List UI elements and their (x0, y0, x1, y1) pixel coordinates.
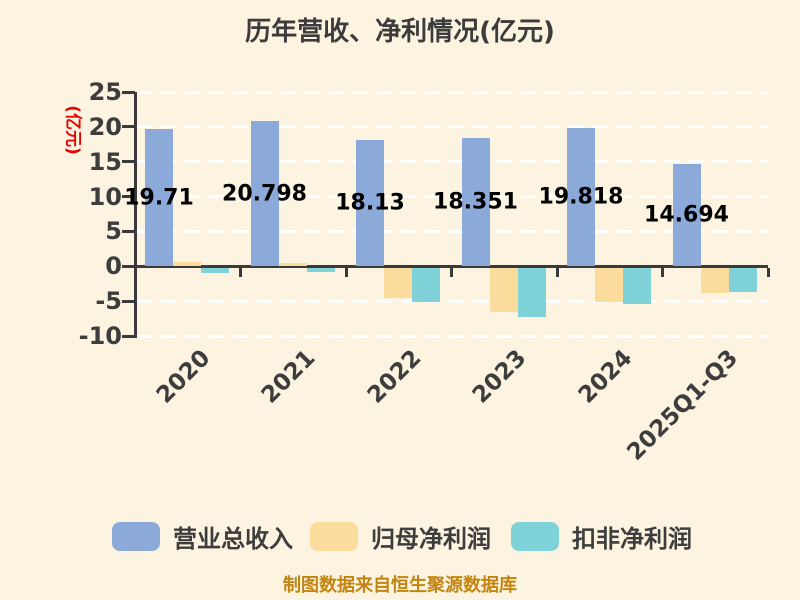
bar-value-label-2021: 20.798 (222, 181, 307, 207)
gridline-5 (137, 229, 768, 233)
x-tick-6 (766, 267, 770, 277)
plot-area: 19.71 20.798 18.13 18.351 19.818 14.694 (122, 90, 770, 338)
legend-swatch-non-gaap-net-profit (511, 522, 559, 551)
bar-non-gaap-net-profit-2022 (412, 267, 440, 302)
gridline--10 (137, 334, 768, 338)
y-tick-0 (122, 264, 135, 268)
bar-value-label-2020: 19.71 (124, 185, 194, 211)
x-tick-label-2023: 2023 (467, 345, 532, 409)
y-axis-spine (133, 92, 137, 338)
x-tick-1 (239, 267, 242, 277)
legend-label-net-profit: 归母净利润 (371, 525, 491, 553)
y-tick-label-25: 25 (88, 78, 122, 106)
y-tick-label-15: 15 (88, 147, 122, 176)
bar-net-profit-2021 (278, 262, 307, 267)
x-tick-2 (344, 267, 348, 277)
bar-total-revenue-2023 (461, 138, 490, 267)
x-tick-5 (661, 267, 664, 277)
x-tick-label-2024: 2024 (573, 345, 638, 409)
legend-label-non-gaap-net-profit: 扣非净利润 (572, 525, 692, 553)
gridline-25 (137, 90, 768, 94)
bar-value-label-2025Q1-Q3: 14.694 (644, 202, 729, 228)
y-tick-label-10: 10 (88, 182, 122, 211)
chart-title: 历年营收、净利情况(亿元) (245, 17, 555, 47)
gridline-10 (137, 195, 768, 199)
bar-total-revenue-2021 (250, 121, 279, 267)
bar-total-revenue-2025Q1-Q3 (672, 163, 701, 267)
bar-net-profit-2023 (489, 267, 518, 313)
legend-swatch-total-revenue (112, 522, 160, 551)
bar-non-gaap-net-profit-2020 (201, 267, 229, 273)
legend-item-net-profit: 归母净利润 (310, 519, 491, 554)
y-tick-20 (122, 125, 135, 129)
bar-non-gaap-net-profit-2024 (623, 267, 651, 305)
y-tick-15 (122, 160, 135, 164)
x-tick-3 (450, 267, 453, 277)
gridline--5 (137, 299, 768, 303)
x-axis-zero-line (135, 264, 768, 268)
x-tick-4 (555, 267, 559, 277)
y-tick--5 (122, 299, 135, 303)
bar-total-revenue-2024 (567, 128, 595, 267)
bar-net-profit-2025Q1-Q3 (700, 267, 729, 293)
bar-total-revenue-2020 (145, 128, 173, 267)
bar-net-profit-2024 (595, 267, 623, 302)
y-tick--10 (122, 334, 135, 338)
gridline-15 (137, 160, 768, 164)
bar-net-profit-2022 (384, 267, 412, 299)
y-tick-25 (122, 90, 135, 94)
bar-value-label-2023: 18.351 (433, 189, 518, 215)
y-tick-label--10: -10 (78, 322, 122, 350)
x-tick-label-2020: 2020 (151, 345, 216, 409)
y-tick-label-0: 0 (105, 252, 122, 281)
legend-label-total-revenue: 营业总收入 (173, 525, 293, 553)
gridline-20 (137, 125, 768, 129)
y-tick-label-20: 20 (88, 112, 122, 141)
y-tick-10 (122, 195, 135, 199)
bar-non-gaap-net-profit-2025Q1-Q3 (728, 267, 757, 293)
data-source-caption: 制图数据来自恒生聚源数据库 (283, 575, 517, 596)
bar-net-profit-2020 (173, 262, 201, 267)
bar-value-label-2022: 18.13 (335, 190, 405, 216)
x-tick-label-2022: 2022 (362, 345, 427, 409)
y-tick-5 (122, 229, 135, 233)
bar-value-label-2024: 19.818 (538, 184, 624, 210)
y-tick-label--5: -5 (95, 287, 122, 316)
bar-total-revenue-2022 (356, 139, 384, 267)
x-tick-label-2021: 2021 (256, 345, 321, 409)
legend-item-total-revenue: 营业总收入 (112, 519, 293, 554)
bar-non-gaap-net-profit-2021 (306, 267, 335, 273)
x-tick-label-2025Q1-Q3: 2025Q1-Q3 (621, 345, 743, 466)
legend-item-non-gaap-net-profit: 扣非净利润 (511, 519, 692, 554)
y-tick-label-5: 5 (105, 217, 122, 246)
legend-swatch-net-profit (310, 522, 358, 551)
bar-non-gaap-net-profit-2023 (517, 267, 546, 317)
